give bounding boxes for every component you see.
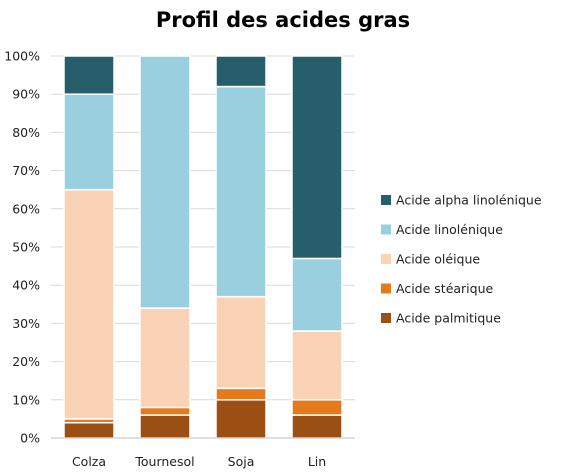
bar-stack-soja [215, 55, 267, 439]
bar-stack-colza [63, 55, 115, 439]
legend-label: Acide stéarique [396, 281, 494, 296]
y-axis-ticks: 0% 10% 20% 30% 40% 50% 60% 70% 80% 90% 100% [4, 49, 40, 446]
legend-label: Acide alpha linolénique [396, 193, 542, 208]
bar-lin-acide-alpha-linolenique [291, 55, 343, 260]
y-tick-label: 30% [12, 316, 40, 331]
chart-title: Profil des acides gras [156, 8, 410, 32]
bar-soja-acide-stearique [215, 387, 267, 401]
bar-soja-acide-alpha-linolenique [215, 55, 267, 88]
legend-swatch [381, 195, 391, 205]
x-tick-label: Colza [72, 454, 106, 469]
x-tick-label: Soja [228, 454, 255, 469]
bar-tournesol-acide-oleique [139, 307, 191, 409]
legend-swatch [381, 313, 391, 323]
y-tick-label: 40% [12, 278, 40, 293]
legend-swatch [381, 283, 391, 294]
bar-colza-acide-oleique [63, 188, 115, 420]
y-tick-label: 0% [20, 431, 40, 446]
bar-lin-acide-linolenique [291, 257, 343, 332]
legend-item-acide-alpha-linolenique: Acide alpha linolénique [381, 193, 542, 208]
bar-colza-acide-palmitique [63, 421, 115, 439]
y-tick-label: 100% [4, 49, 40, 64]
legend-label: Acide oléique [396, 252, 480, 267]
legend-item-acide-oleique: Acide oléique [381, 252, 480, 267]
bar-lin-acide-stearique [291, 399, 343, 416]
bar-colza-acide-alpha-linolenique [63, 55, 115, 95]
bar-colza-acide-linolenique [63, 93, 115, 191]
bar-lin-acide-oleique [291, 330, 343, 401]
bar-soja-acide-palmitique [215, 399, 267, 439]
y-tick-label: 80% [12, 125, 40, 140]
y-tick-label: 50% [12, 240, 40, 255]
x-axis-ticks: Colza Tournesol Soja Lin [72, 454, 326, 469]
bars [63, 55, 343, 439]
bar-lin-acide-palmitique [291, 414, 343, 439]
y-tick-label: 70% [12, 163, 40, 178]
bar-tournesol-acide-linolenique [139, 55, 191, 309]
x-tick-label: Lin [308, 454, 326, 469]
x-tick-label: Tournesol [134, 454, 194, 469]
legend-label: Acide palmitique [396, 311, 501, 326]
legend: Acide alpha linolénique Acide linolénique… [381, 193, 542, 326]
legend-item-acide-linolenique: Acide linolénique [381, 222, 503, 237]
legend-swatch [381, 254, 391, 264]
legend-item-acide-stearique: Acide stéarique [381, 281, 494, 296]
y-tick-label: 10% [12, 392, 40, 407]
bar-stack-lin [291, 55, 343, 439]
bar-soja-acide-linolenique [215, 85, 267, 298]
bar-soja-acide-oleique [215, 295, 267, 390]
legend-item-acide-palmitique: Acide palmitique [381, 311, 501, 326]
y-tick-label: 60% [12, 201, 40, 216]
legend-swatch [381, 224, 391, 235]
bar-tournesol-acide-palmitique [139, 414, 191, 439]
y-tick-label: 20% [12, 354, 40, 369]
bar-tournesol-acide-stearique [139, 406, 191, 416]
bar-stack-tournesol [139, 55, 191, 439]
legend-label: Acide linolénique [396, 222, 503, 237]
y-tick-label: 90% [12, 87, 40, 102]
